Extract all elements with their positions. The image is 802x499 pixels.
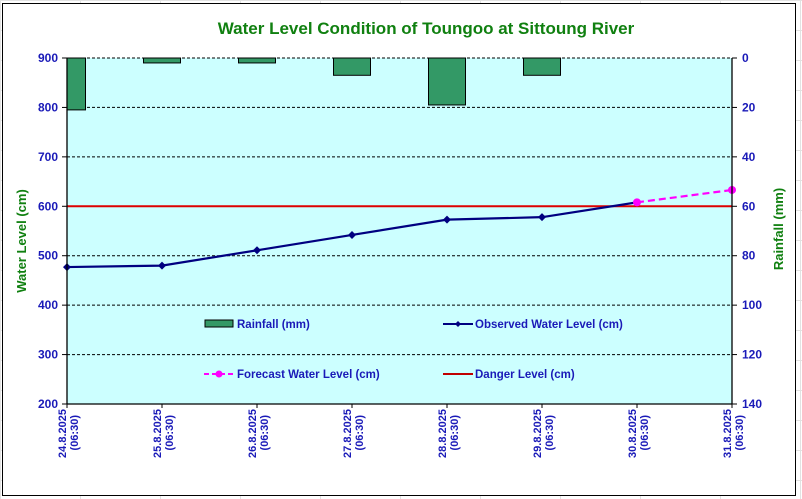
rainfall-bar [238,57,276,64]
legend-rainfall-label: Rainfall (mm) [237,319,310,331]
x-tick-label-line: (06:30) [69,415,81,451]
y-left-tick-label: 700 [38,150,58,164]
y-left-tick-label: 300 [38,348,58,362]
x-tick-label: 24.8.2025(06:30) [57,409,81,458]
y-right-tick-label: 140 [742,397,762,411]
y-right-tick-label: 100 [742,298,762,312]
y-right-tick-label: 80 [742,249,756,263]
legend-forecast-marker [215,370,223,378]
y-left-tick-label: 500 [38,249,58,263]
x-tick-label-line: 26.8.2025 [247,409,259,458]
x-tick-label: 26.8.2025(06:30) [247,409,271,458]
x-tick-label-line: (06:30) [259,415,271,451]
y-right-tick-label: 0 [742,51,749,65]
x-tick-label-line: 25.8.2025 [152,409,164,458]
x-tick-label-line: (06:30) [734,415,746,451]
x-tick-label-line: 24.8.2025 [57,409,69,458]
y-right-tick-label: 40 [742,150,756,164]
legend-danger-label: Danger Level (cm) [475,369,575,381]
x-tick-label-line: 31.8.2025 [722,409,734,458]
rainfall-bar [143,57,181,64]
chart-title: Water Level Condition of Toungoo at Sitt… [218,19,635,38]
rainfall-bar [333,57,371,76]
y-left-tick-label: 400 [38,298,58,312]
x-tick-label-line: (06:30) [639,415,651,451]
observed-point [538,213,546,222]
x-tick-label: 30.8.2025(06:30) [627,409,651,458]
x-tick-label-line: (06:30) [449,415,461,451]
x-tick-label-line: (06:30) [164,415,176,451]
rainfall-bar [66,57,86,111]
legend-forecast-label: Forecast Water Level (cm) [237,369,380,381]
y-right-tick-label: 120 [742,348,762,362]
y-left-tick-label: 200 [38,397,58,411]
x-tick-label-line: 27.8.2025 [342,409,354,458]
forecast-point [633,198,641,207]
observed-point [443,215,451,224]
x-tick-label-line: (06:30) [544,415,556,451]
rainfall-bar [428,57,466,106]
observed-point [253,246,261,255]
x-tick-label-line: 28.8.2025 [437,409,449,458]
x-tick-label-line: 29.8.2025 [532,409,544,458]
y-left-tick-label: 600 [38,199,58,213]
x-tick-label-line: (06:30) [354,415,366,451]
x-tick-label-line: 30.8.2025 [627,409,639,458]
y-right-tick-label: 60 [742,199,756,213]
y-axis-right-label: Rainfall (mm) [771,188,786,270]
y-axis-left-label: Water Level (cm) [14,189,29,293]
legend-observed-label: Observed Water Level (cm) [475,319,623,331]
y-left-tick-label: 800 [38,100,58,114]
y-right-tick-label: 20 [742,100,756,114]
observed-point [348,230,356,239]
x-tick-label: 25.8.2025(06:30) [152,409,176,458]
x-tick-label: 31.8.2025(06:30) [722,409,746,458]
observed-point [158,261,166,270]
y-left-tick-label: 900 [38,51,58,65]
x-tick-label: 27.8.2025(06:30) [342,409,366,458]
forecast-water-level-line [636,188,733,204]
x-tick-label: 29.8.2025(06:30) [532,409,556,458]
plot-area [67,58,732,404]
legend: Rainfall (mm) Observed Water Level (cm) … [204,319,623,381]
x-tick-label: 28.8.2025(06:30) [437,409,461,458]
legend-rainfall-swatch [204,319,234,328]
rainfall-bar [523,57,561,76]
legend-observed-marker [455,321,461,327]
